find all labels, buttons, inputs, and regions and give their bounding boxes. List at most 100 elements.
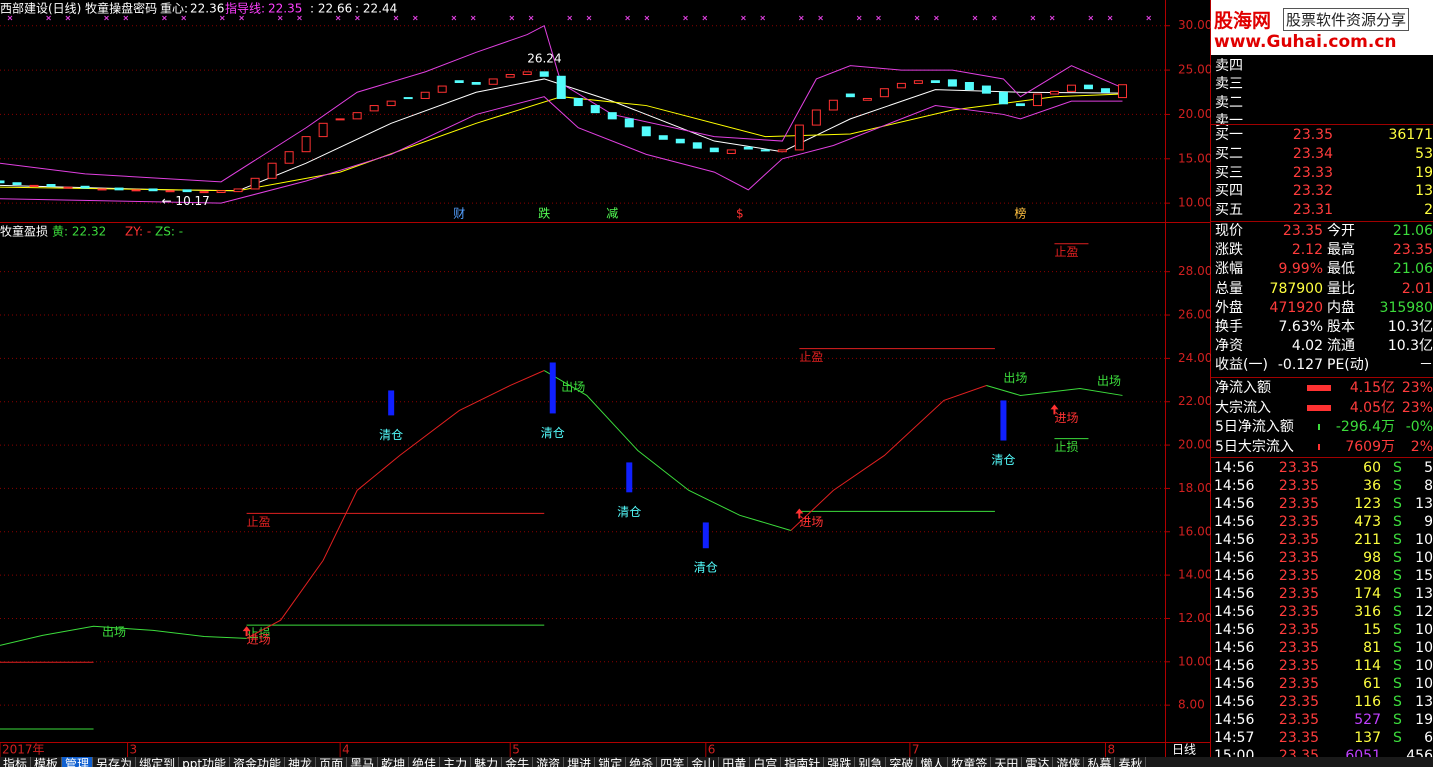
candle: [896, 82, 906, 89]
tab[interactable]: 主力: [440, 757, 472, 767]
zd-value: 22.35: [268, 2, 302, 16]
candle: [505, 74, 515, 78]
tab[interactable]: 魅力: [471, 757, 503, 767]
tab[interactable]: 雷达: [1022, 757, 1054, 767]
tick-side: S: [1393, 712, 1402, 728]
clear-bar: [702, 522, 709, 549]
level-label: 止盈: [1054, 245, 1078, 259]
tab[interactable]: 指标: [0, 757, 32, 767]
tab[interactable]: 突破: [886, 757, 918, 767]
tab[interactable]: 别急: [855, 757, 887, 767]
tab[interactable]: 页面: [316, 757, 348, 767]
buy-row: 买四 23.32 13: [1211, 182, 1433, 200]
tab[interactable]: 田黄: [719, 757, 751, 767]
candle: [267, 162, 277, 179]
tick-count: 13: [1415, 586, 1433, 602]
level-label: 止盈: [247, 515, 271, 529]
indicator-line: [0, 96, 1123, 204]
candle: [947, 79, 957, 87]
tab[interactable]: 管理: [62, 757, 94, 767]
tick-volume: 473: [1354, 514, 1381, 530]
candle: [301, 136, 311, 153]
signal-label: 出场: [102, 625, 126, 639]
candle: [675, 138, 685, 144]
tab[interactable]: 强跌: [824, 757, 856, 767]
tab[interactable]: 游侠: [1053, 757, 1085, 767]
tick-price: 23.35: [1278, 478, 1319, 494]
stat-row: 总量 787900 量比 2.01: [1211, 280, 1433, 298]
quote-panel: 股海网 股票软件资源分享 www.Guhai.com.cn 卖五卖四卖三卖二卖一…: [1211, 0, 1433, 764]
signal-label: $: [736, 207, 744, 221]
tab[interactable]: 黑马: [347, 757, 379, 767]
y-tick-label: 24.00: [1178, 351, 1211, 365]
marker-cross: [470, 15, 476, 21]
candle: [726, 149, 736, 154]
x-tick-label: 8: [1107, 743, 1115, 757]
candle: [437, 85, 447, 93]
tick-count: 19: [1415, 712, 1433, 728]
marker-cross: [798, 15, 804, 21]
signal-label: 进场: [247, 633, 271, 647]
tab[interactable]: 锁定: [595, 757, 627, 767]
tab[interactable]: 金牛: [502, 757, 534, 767]
marker-cross: [355, 15, 360, 21]
tab[interactable]: 乾坤: [378, 757, 410, 767]
tab[interactable]: 神龙: [285, 757, 317, 767]
tick-price: 23.35: [1278, 676, 1319, 692]
tick-time: 14:56: [1214, 586, 1255, 602]
candle: [0, 180, 5, 184]
tab[interactable]: ppt功能: [179, 757, 231, 767]
marker-cross: [239, 15, 244, 21]
chart-bg: [0, 0, 1211, 757]
candle: [913, 80, 923, 84]
indicator-line: [543, 370, 791, 531]
tick-row: 14:56 23.35 174 S 13: [1211, 585, 1433, 603]
tab[interactable]: 埋进: [564, 757, 596, 767]
clear-label: 清仓: [617, 505, 641, 519]
candle: [386, 100, 396, 107]
zx-label: 重心:: [160, 2, 188, 16]
buy-volume: 2: [1424, 202, 1433, 219]
buy-label: 买四: [1215, 183, 1243, 200]
price-annotation: 26.24: [527, 52, 561, 66]
tab[interactable]: 指南针: [781, 757, 825, 767]
tab[interactable]: 牧童签: [948, 757, 992, 767]
tick-time: 14:56: [1214, 640, 1255, 656]
signal-label: 进场: [1054, 411, 1078, 425]
marker-cross: [1030, 15, 1036, 21]
y-tick-label: 30.00: [1178, 18, 1211, 32]
flow-bar: [1318, 443, 1320, 450]
tab[interactable]: 模板: [31, 757, 63, 767]
tab[interactable]: 天田: [991, 757, 1023, 767]
candle: [811, 109, 821, 126]
tab[interactable]: 私募: [1084, 757, 1116, 767]
tick-volume: 123: [1354, 496, 1381, 512]
tab[interactable]: 绝佳: [409, 757, 441, 767]
tab[interactable]: 另存为: [93, 757, 137, 767]
indicator-line: [986, 384, 1123, 396]
candle: [998, 91, 1008, 105]
tick-count: 10: [1415, 532, 1433, 548]
stat-row: 涨幅 9.99% 最低 21.06: [1211, 260, 1433, 278]
tab[interactable]: 白宫: [750, 757, 782, 767]
tab[interactable]: 绝杀: [626, 757, 658, 767]
buy-price: 23.34: [1292, 145, 1333, 162]
candle: [148, 188, 158, 192]
stat-label: 今开: [1327, 223, 1355, 239]
candle: [403, 97, 413, 100]
tab[interactable]: 绑定到: [136, 757, 180, 767]
tick-time: 14:56: [1214, 550, 1255, 566]
tab[interactable]: 游资: [533, 757, 565, 767]
stat-label: 最高: [1327, 242, 1355, 259]
separator: [1211, 124, 1433, 125]
tick-volume: 98: [1363, 550, 1381, 566]
tab[interactable]: 懒人: [917, 757, 949, 767]
marker-cross: [277, 15, 283, 21]
tab[interactable]: 资金功能: [230, 757, 286, 767]
marker-cross: [1107, 15, 1113, 21]
tab[interactable]: 四笑: [657, 757, 689, 767]
tab[interactable]: 春秋: [1115, 757, 1147, 767]
flow-value: 4.05亿: [1349, 399, 1395, 416]
candle: [845, 93, 855, 98]
tab[interactable]: 金山: [688, 757, 720, 767]
